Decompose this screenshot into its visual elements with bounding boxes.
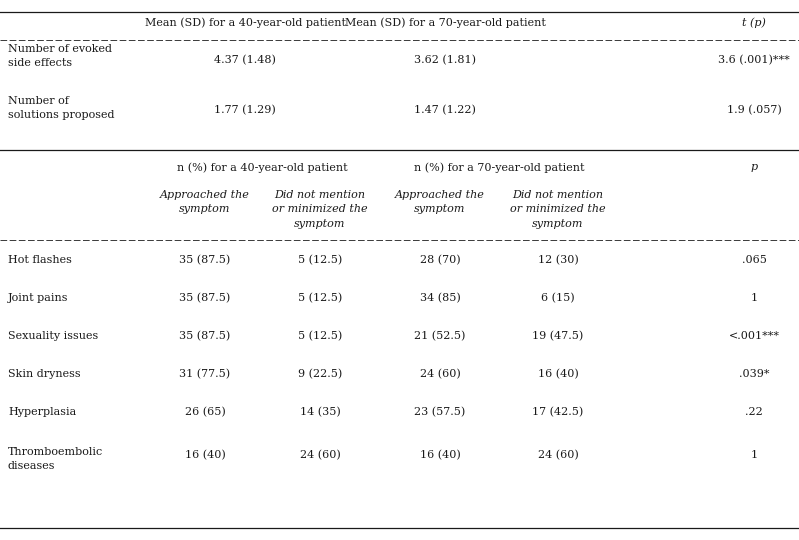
Text: 28 (70): 28 (70) <box>419 255 460 265</box>
Text: 1.9 (.057): 1.9 (.057) <box>726 105 781 115</box>
Text: Did not mention: Did not mention <box>275 190 365 200</box>
Text: 1.77 (1.29): 1.77 (1.29) <box>214 105 276 115</box>
Text: n (%) for a 70-year-old patient: n (%) for a 70-year-old patient <box>414 162 584 173</box>
Text: p: p <box>750 162 757 172</box>
Text: Skin dryness: Skin dryness <box>8 369 81 379</box>
Text: 5 (12.5): 5 (12.5) <box>298 255 342 265</box>
Text: 24 (60): 24 (60) <box>300 450 340 460</box>
Text: <.001***: <.001*** <box>729 331 780 341</box>
Text: 1: 1 <box>750 450 757 460</box>
Text: 5 (12.5): 5 (12.5) <box>298 293 342 303</box>
Text: or minimized the: or minimized the <box>272 205 368 214</box>
Text: 16 (40): 16 (40) <box>185 450 225 460</box>
Text: 21 (52.5): 21 (52.5) <box>415 331 466 341</box>
Text: 1: 1 <box>750 293 757 303</box>
Text: 14 (35): 14 (35) <box>300 407 340 417</box>
Text: 16 (40): 16 (40) <box>538 369 578 379</box>
Text: Hot flashes: Hot flashes <box>8 255 72 265</box>
Text: symptom: symptom <box>179 204 231 214</box>
Text: Approached the: Approached the <box>395 190 485 200</box>
Text: .039*: .039* <box>739 369 769 379</box>
Text: 3.62 (1.81): 3.62 (1.81) <box>414 55 476 65</box>
Text: symptom: symptom <box>532 219 584 229</box>
Text: symptom: symptom <box>294 219 346 229</box>
Text: Mean (SD) for a 40-year-old patient: Mean (SD) for a 40-year-old patient <box>145 17 345 28</box>
Text: 35 (87.5): 35 (87.5) <box>179 293 231 303</box>
Text: t (p): t (p) <box>742 17 766 28</box>
Text: .22: .22 <box>745 407 763 417</box>
Text: 1.47 (1.22): 1.47 (1.22) <box>414 105 476 115</box>
Text: Joint pains: Joint pains <box>8 293 69 303</box>
Text: 23 (57.5): 23 (57.5) <box>415 407 466 417</box>
Text: 17 (42.5): 17 (42.5) <box>532 407 583 417</box>
Text: 35 (87.5): 35 (87.5) <box>179 331 231 341</box>
Text: 16 (40): 16 (40) <box>419 450 460 460</box>
Text: Hyperplasia: Hyperplasia <box>8 407 76 417</box>
Text: 24 (60): 24 (60) <box>419 369 460 379</box>
Text: 24 (60): 24 (60) <box>538 450 578 460</box>
Text: solutions proposed: solutions proposed <box>8 110 114 120</box>
Text: Thromboembolic: Thromboembolic <box>8 447 103 457</box>
Text: Number of evoked: Number of evoked <box>8 44 112 54</box>
Text: Approached the: Approached the <box>160 190 250 200</box>
Text: 5 (12.5): 5 (12.5) <box>298 331 342 341</box>
Text: 3.6 (.001)***: 3.6 (.001)*** <box>718 55 790 65</box>
Text: 12 (30): 12 (30) <box>538 255 578 265</box>
Text: diseases: diseases <box>8 461 55 471</box>
Text: n (%) for a 40-year-old patient: n (%) for a 40-year-old patient <box>177 162 348 173</box>
Text: 34 (85): 34 (85) <box>419 293 460 303</box>
Text: or minimized the: or minimized the <box>511 205 606 214</box>
Text: Number of: Number of <box>8 96 69 106</box>
Text: Did not mention: Did not mention <box>512 190 603 200</box>
Text: 4.37 (1.48): 4.37 (1.48) <box>214 55 276 65</box>
Text: .065: .065 <box>741 255 766 265</box>
Text: 9 (22.5): 9 (22.5) <box>298 369 342 379</box>
Text: Sexuality issues: Sexuality issues <box>8 331 98 341</box>
Text: symptom: symptom <box>415 204 466 214</box>
Text: 35 (87.5): 35 (87.5) <box>179 255 231 265</box>
Text: 19 (47.5): 19 (47.5) <box>532 331 583 341</box>
Text: 6 (15): 6 (15) <box>541 293 574 303</box>
Text: 31 (77.5): 31 (77.5) <box>180 369 231 379</box>
Text: Mean (SD) for a 70-year-old patient: Mean (SD) for a 70-year-old patient <box>344 17 546 28</box>
Text: 26 (65): 26 (65) <box>185 407 225 417</box>
Text: side effects: side effects <box>8 58 72 68</box>
